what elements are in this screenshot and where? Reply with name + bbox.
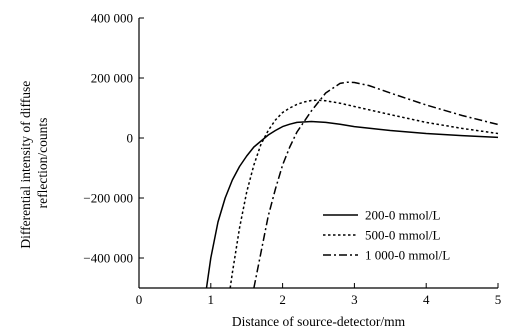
x-tick-label: 0 [136,292,143,307]
x-axis-ticks: 0 1 2 3 4 5 [136,283,502,307]
x-tick-label: 2 [279,292,286,307]
y-tick-label: 0 [127,131,134,146]
x-tick-label: 4 [423,292,430,307]
y-tick-label: 400 000 [91,11,133,26]
y-tick-label: 200 000 [91,71,133,86]
legend-label-2: 500-0 mmol/L [365,228,441,243]
series-line-1 [205,120,499,288]
legend-label-3: 1 000-0 mmol/L [365,248,450,263]
x-tick-label: 5 [495,292,502,307]
legend-label-1: 200-0 mmol/L [365,208,441,223]
y-axis-title-line-2: reflection/counts [35,118,50,209]
y-tick-label: −200 000 [83,191,133,206]
x-axis-title: Distance of source-detector/mm [232,314,406,329]
x-tick-label: 1 [208,292,215,307]
y-axis-title-line-1: Differential intensity of diffuse [18,81,33,249]
series-line-2 [229,99,499,288]
series-line-3 [253,81,499,288]
x-tick-label: 3 [351,292,358,307]
y-axis-ticks: 400 000 200 000 0 −200 000 −400 000 [83,11,144,266]
y-tick-label: −400 000 [83,251,133,266]
legend: 200-0 mmol/L 500-0 mmol/L 1 000-0 mmol/L [323,208,450,263]
plot-series [205,81,499,288]
y-axis-title: Differential intensity of diffuse reflec… [18,77,50,248]
axes [138,18,498,289]
